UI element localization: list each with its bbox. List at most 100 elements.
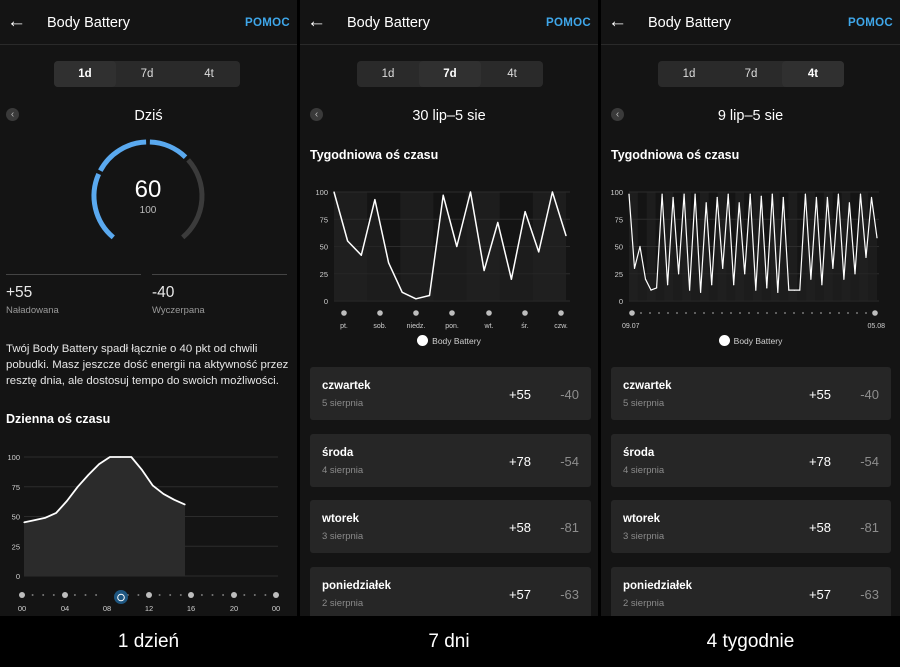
previous-period-chevron-icon[interactable]: ‹	[6, 108, 19, 121]
charged-value: +55	[6, 284, 33, 301]
x-axis-dot	[658, 312, 660, 314]
help-button[interactable]: POMOC	[848, 17, 893, 29]
data-point	[667, 284, 669, 286]
tab-7d[interactable]: 7d	[419, 61, 481, 87]
day-charged: +57	[808, 587, 831, 602]
x-axis-dot	[802, 312, 804, 314]
x-tick-marker	[341, 310, 347, 316]
day-row[interactable]: czwartek 5 sierpnia +55 -40	[310, 367, 591, 420]
y-tick-label: 0	[16, 572, 20, 581]
day-name: wtorek	[623, 513, 661, 525]
tab-7d[interactable]: 7d	[744, 68, 758, 80]
tab-1d[interactable]: 1d	[682, 68, 696, 80]
x-tick-label: śr.	[521, 323, 528, 330]
day-drained: -40	[860, 387, 879, 402]
x-axis-dot	[712, 312, 714, 314]
previous-period-chevron-icon[interactable]: ‹	[611, 108, 624, 121]
data-point	[162, 493, 165, 495]
x-axis-dot	[31, 594, 34, 596]
x-tick-marker	[62, 592, 68, 598]
data-point	[771, 193, 773, 195]
data-point	[749, 193, 751, 195]
help-button[interactable]: POMOC	[546, 17, 591, 29]
day-row[interactable]: wtorek 3 sierpnia +58 -81	[310, 500, 591, 553]
x-tick-label: 00	[272, 604, 280, 613]
day-row[interactable]: wtorek 3 sierpnia +58 -81	[611, 500, 891, 553]
data-point	[524, 211, 526, 213]
panel-7-days: ← Body Battery POMOC 1d 7d 4t ‹ 30 lip–5…	[300, 0, 598, 616]
data-point	[859, 193, 862, 195]
day-row[interactable]: poniedziałek 2 sierpnia +57 -63	[310, 567, 591, 616]
data-point	[744, 273, 746, 275]
tab-1d[interactable]: 1d	[381, 68, 395, 80]
daily-timeline-chart: 0 25 50 75 100 00 04 08 12 16 20 00	[7, 453, 280, 613]
day-date: 2 sierpnia	[322, 598, 364, 609]
tab-4t[interactable]: 4t	[204, 68, 214, 80]
day-row[interactable]: czwartek 5 sierpnia +55 -40	[611, 367, 891, 420]
x-axis-dot	[137, 594, 140, 596]
tab-4t[interactable]: 4t	[782, 61, 844, 87]
data-point	[639, 245, 641, 248]
x-axis-dot	[820, 312, 822, 314]
panel-4-weeks: ← Body Battery POMOC 1d 7d 4t ‹ 9 lip–5 …	[601, 0, 900, 616]
data-point	[711, 284, 713, 286]
help-button[interactable]: POMOC	[245, 17, 290, 29]
day-row[interactable]: środa 4 sierpnia +78 -54	[611, 434, 891, 487]
day-row[interactable]: środa 4 sierpnia +78 -54	[310, 434, 591, 487]
tab-4t[interactable]: 4t	[507, 68, 517, 80]
x-axis-dot	[629, 310, 635, 316]
day-name: środa	[623, 447, 655, 459]
x-axis-dot	[84, 594, 87, 596]
x-axis-dot	[649, 312, 651, 314]
day-charged: +58	[808, 520, 831, 535]
data-point	[333, 191, 335, 193]
back-arrow-icon[interactable]: ←	[7, 11, 26, 32]
x-tick-marker	[188, 592, 194, 598]
x-tick-marker	[273, 592, 279, 598]
previous-period-chevron-icon[interactable]: ‹	[310, 108, 323, 121]
x-axis-dot	[95, 594, 98, 596]
data-point	[760, 195, 762, 197]
data-point	[678, 273, 680, 275]
x-tick-label: pon.	[445, 323, 459, 330]
x-axis-dot	[158, 594, 161, 596]
data-point	[733, 284, 735, 286]
back-arrow-icon[interactable]: ←	[608, 11, 627, 32]
legend-dot-icon	[417, 335, 429, 346]
gauge-segment-3	[149, 139, 188, 160]
data-point	[415, 298, 417, 300]
day-row[interactable]: poniedziałek 2 sierpnia +57 -63	[611, 567, 891, 616]
data-point	[66, 500, 68, 502]
day-name: środa	[322, 447, 354, 459]
data-point	[865, 256, 867, 258]
y-tick-label: 25	[615, 270, 623, 279]
tab-7d[interactable]: 7d	[140, 68, 154, 80]
day-drained: -81	[560, 520, 579, 535]
chart-legend: Body Battery	[601, 335, 900, 346]
day-date: 2 sierpnia	[623, 598, 665, 609]
data-point	[456, 245, 458, 248]
x-tick-label: 09.07	[622, 323, 640, 330]
tab-1d[interactable]: 1d	[54, 61, 116, 87]
data-point	[120, 456, 122, 458]
data-point	[633, 267, 636, 269]
back-arrow-icon[interactable]: ←	[307, 11, 326, 32]
x-axis-dot	[811, 312, 813, 314]
data-point	[804, 193, 806, 195]
data-point	[109, 456, 111, 458]
data-point	[810, 278, 812, 280]
caption-7-days: 7 dni	[428, 631, 470, 652]
legend-label: Body Battery	[432, 336, 481, 346]
x-tick-label: 16	[187, 604, 195, 613]
x-tick-label: czw.	[554, 323, 568, 330]
x-tick-marker	[486, 310, 492, 316]
data-point	[401, 291, 403, 293]
caption-4-weeks: 4 tygodnie	[706, 631, 795, 652]
x-tick-label: 05.08	[867, 323, 885, 330]
data-point	[777, 291, 779, 293]
gauge-value: 60	[134, 176, 162, 203]
data-point	[538, 251, 540, 253]
x-axis-dot	[253, 594, 256, 596]
x-tick-label: sob.	[373, 323, 386, 330]
data-point	[782, 196, 784, 199]
